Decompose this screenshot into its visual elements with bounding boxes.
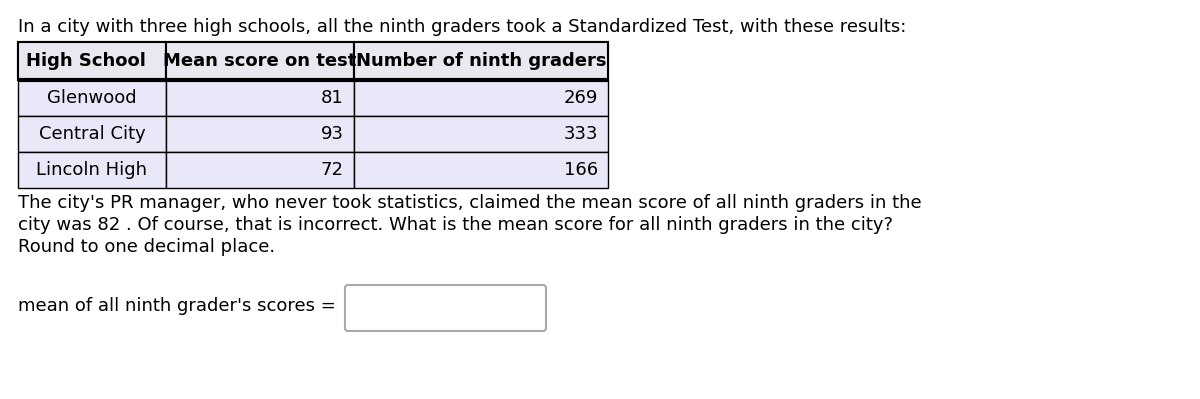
Text: Glenwood: Glenwood <box>47 89 137 107</box>
Text: Round to one decimal place.: Round to one decimal place. <box>18 238 275 256</box>
Bar <box>354 80 608 116</box>
Bar <box>18 80 166 116</box>
Bar <box>354 42 608 80</box>
Bar <box>166 116 354 152</box>
Text: mean of all ninth grader's scores =: mean of all ninth grader's scores = <box>18 297 336 315</box>
Text: High School: High School <box>26 52 146 70</box>
Bar <box>166 42 354 80</box>
Bar <box>18 152 166 188</box>
Text: Mean score on test: Mean score on test <box>163 52 356 70</box>
FancyBboxPatch shape <box>346 285 546 331</box>
Text: Number of ninth graders: Number of ninth graders <box>355 52 606 70</box>
Text: 81: 81 <box>322 89 344 107</box>
Text: 269: 269 <box>564 89 598 107</box>
Bar <box>166 80 354 116</box>
Text: The city's PR manager, who never took statistics, claimed the mean score of all : The city's PR manager, who never took st… <box>18 194 922 212</box>
Text: 333: 333 <box>564 125 598 143</box>
Text: 93: 93 <box>322 125 344 143</box>
Text: In a city with three high schools, all the ninth graders took a Standardized Tes: In a city with three high schools, all t… <box>18 18 906 36</box>
Text: city was 82 . Of course, that is incorrect. What is the mean score for all ninth: city was 82 . Of course, that is incorre… <box>18 216 893 234</box>
Bar <box>18 42 166 80</box>
Text: 166: 166 <box>564 161 598 179</box>
Bar <box>166 152 354 188</box>
Bar <box>354 152 608 188</box>
Text: Central City: Central City <box>38 125 145 143</box>
Bar <box>18 116 166 152</box>
Bar <box>18 42 608 80</box>
Bar <box>354 116 608 152</box>
Text: Lincoln High: Lincoln High <box>36 161 148 179</box>
Text: 72: 72 <box>322 161 344 179</box>
